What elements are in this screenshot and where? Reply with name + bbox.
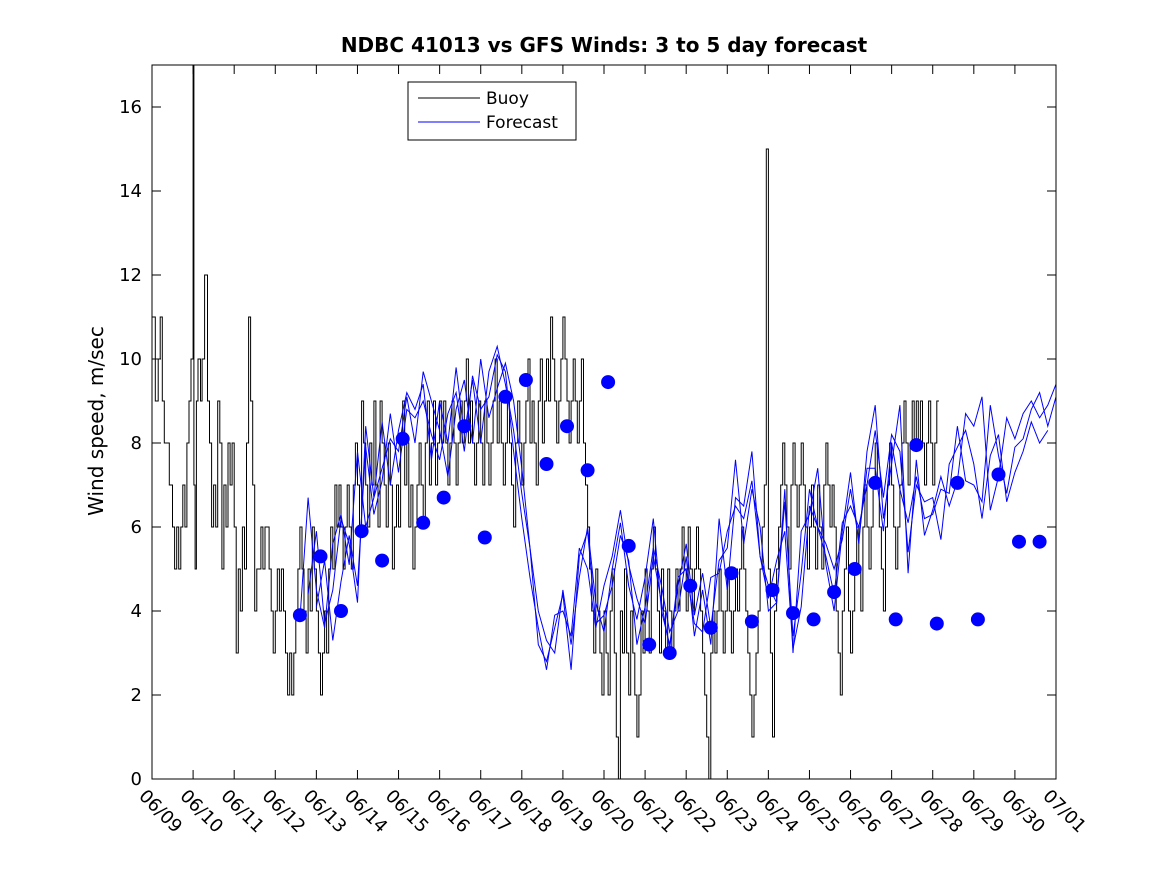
forecast-marker xyxy=(313,549,328,564)
forecast-marker xyxy=(868,475,883,490)
forecast-marker xyxy=(539,457,554,471)
buoy-series-line xyxy=(152,64,939,780)
series-layer xyxy=(152,64,1057,780)
forecast-marker xyxy=(662,646,677,660)
forecast-marker xyxy=(580,463,595,478)
forecast-marker xyxy=(991,467,1006,482)
y-tick-label: 4 xyxy=(131,601,142,622)
y-tick-label: 16 xyxy=(119,97,142,118)
forecast-marker xyxy=(416,515,431,530)
forecast-marker xyxy=(477,530,492,545)
legend: Buoy Forecast xyxy=(407,81,577,141)
forecast-marker xyxy=(1032,534,1047,549)
y-tick-label: 14 xyxy=(119,181,142,202)
forecast-marker xyxy=(560,419,574,434)
forecast-marker xyxy=(436,490,451,505)
forecast-marker xyxy=(786,606,800,621)
y-tick-label: 2 xyxy=(131,685,142,706)
y-tick-label: 8 xyxy=(131,433,142,454)
forecast-marker xyxy=(518,373,533,387)
forecast-marker xyxy=(724,566,739,581)
forecast-marker xyxy=(847,562,862,576)
forecast-marker xyxy=(457,419,472,434)
y-tick-label: 6 xyxy=(131,517,142,538)
y-axis-label: Wind speed, m/sec xyxy=(84,326,108,516)
forecast-marker xyxy=(888,612,903,627)
forecast-series-line-3 xyxy=(315,353,1057,670)
forecast-marker xyxy=(970,612,985,627)
chart-title: NDBC 41013 vs GFS Winds: 3 to 5 day fore… xyxy=(341,33,868,57)
forecast-marker xyxy=(621,538,636,553)
forecast-series-line-2 xyxy=(307,358,1049,655)
forecast-marker xyxy=(498,389,513,404)
forecast-marker xyxy=(375,553,390,568)
forecast-marker xyxy=(744,614,759,629)
forecast-marker xyxy=(765,583,780,597)
forecast-marker xyxy=(703,620,718,635)
forecast-marker xyxy=(683,578,698,593)
forecast-marker xyxy=(395,431,410,446)
y-tick-label: 0 xyxy=(131,769,142,790)
forecast-series-line-1 xyxy=(299,344,1057,670)
forecast-marker xyxy=(642,637,657,652)
y-axis-ticks: 0 2 4 6 8 10 12 14 16 xyxy=(119,97,1056,790)
forecast-marker xyxy=(929,616,944,631)
forecast-marker xyxy=(292,608,307,623)
marker-layer xyxy=(292,373,1047,660)
legend-label-forecast: Forecast xyxy=(486,113,558,133)
legend-box xyxy=(407,81,577,141)
forecast-marker xyxy=(334,604,348,618)
forecast-marker xyxy=(950,475,965,490)
forecast-marker xyxy=(1012,534,1026,549)
forecast-marker xyxy=(909,438,924,453)
forecast-marker xyxy=(806,612,821,627)
y-tick-label: 10 xyxy=(119,349,142,370)
forecast-marker xyxy=(601,375,616,390)
legend-label-buoy: Buoy xyxy=(486,89,529,109)
forecast-marker xyxy=(354,524,369,539)
forecast-marker xyxy=(827,585,842,600)
y-tick-label: 12 xyxy=(119,265,142,286)
